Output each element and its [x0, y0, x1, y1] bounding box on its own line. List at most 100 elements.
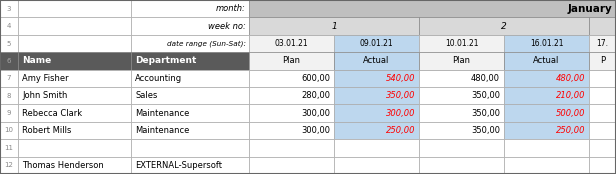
Bar: [0, 104, 18, 122]
Text: 540,00: 540,00: [386, 74, 415, 83]
Bar: [589, 17, 616, 35]
Bar: [249, 157, 334, 174]
Text: 17.: 17.: [596, 39, 609, 48]
Bar: [249, 122, 334, 139]
Bar: [18, 52, 131, 70]
Text: 250,00: 250,00: [386, 126, 415, 135]
Text: week no:: week no:: [208, 22, 246, 31]
Bar: [249, 0, 616, 17]
Bar: [419, 104, 504, 122]
Bar: [131, 87, 249, 104]
Bar: [504, 104, 589, 122]
Text: 280,00: 280,00: [301, 91, 330, 100]
Text: 210,00: 210,00: [556, 91, 585, 100]
Bar: [589, 157, 616, 174]
Bar: [131, 157, 249, 174]
Bar: [0, 52, 18, 70]
Text: 3: 3: [7, 6, 11, 12]
Text: Actual: Actual: [533, 56, 560, 65]
Text: Maintenance: Maintenance: [135, 126, 189, 135]
Bar: [419, 52, 504, 70]
Text: 8: 8: [7, 93, 11, 99]
Bar: [18, 17, 131, 35]
Bar: [504, 35, 589, 52]
Bar: [334, 157, 419, 174]
Text: 250,00: 250,00: [556, 126, 585, 135]
Text: 11: 11: [4, 145, 14, 151]
Text: Robert Mills: Robert Mills: [22, 126, 71, 135]
Bar: [131, 139, 249, 157]
Text: month:: month:: [216, 4, 246, 13]
Bar: [504, 157, 589, 174]
Bar: [334, 35, 419, 52]
Bar: [504, 70, 589, 87]
Bar: [334, 104, 419, 122]
Bar: [131, 70, 249, 87]
Bar: [589, 122, 616, 139]
Bar: [131, 35, 249, 52]
Text: 480,00: 480,00: [556, 74, 585, 83]
Bar: [419, 87, 504, 104]
Text: January: January: [567, 4, 612, 14]
Bar: [419, 17, 589, 35]
Text: 1: 1: [331, 22, 337, 31]
Text: date range (Sun-Sat):: date range (Sun-Sat):: [167, 40, 246, 47]
Bar: [589, 139, 616, 157]
Bar: [249, 139, 334, 157]
Bar: [419, 139, 504, 157]
Text: Plan: Plan: [283, 56, 301, 65]
Text: 6: 6: [7, 58, 11, 64]
Bar: [0, 157, 18, 174]
Text: 300,00: 300,00: [301, 109, 330, 118]
Text: 4: 4: [7, 23, 11, 29]
Bar: [334, 139, 419, 157]
Bar: [589, 70, 616, 87]
Bar: [18, 0, 131, 17]
Text: Thomas Henderson: Thomas Henderson: [22, 161, 103, 170]
Text: Actual: Actual: [363, 56, 390, 65]
Bar: [589, 35, 616, 52]
Text: Name: Name: [22, 56, 51, 65]
Text: 16.01.21: 16.01.21: [530, 39, 563, 48]
Bar: [504, 52, 589, 70]
Text: 7: 7: [7, 75, 11, 81]
Text: 300,00: 300,00: [301, 126, 330, 135]
Bar: [131, 104, 249, 122]
Bar: [0, 0, 18, 17]
Bar: [0, 122, 18, 139]
Bar: [18, 35, 131, 52]
Text: Plan: Plan: [453, 56, 471, 65]
Text: John Smith: John Smith: [22, 91, 67, 100]
Bar: [18, 104, 131, 122]
Bar: [249, 70, 334, 87]
Text: 12: 12: [4, 162, 14, 168]
Bar: [419, 157, 504, 174]
Bar: [504, 87, 589, 104]
Text: Amy Fisher: Amy Fisher: [22, 74, 68, 83]
Bar: [0, 70, 18, 87]
Bar: [18, 87, 131, 104]
Bar: [249, 17, 419, 35]
Text: Department: Department: [135, 56, 197, 65]
Bar: [18, 70, 131, 87]
Bar: [0, 17, 18, 35]
Text: 9: 9: [7, 110, 11, 116]
Bar: [18, 122, 131, 139]
Bar: [0, 35, 18, 52]
Text: 480,00: 480,00: [471, 74, 500, 83]
Text: Accounting: Accounting: [135, 74, 182, 83]
Text: Sales: Sales: [135, 91, 157, 100]
Bar: [419, 122, 504, 139]
Text: Maintenance: Maintenance: [135, 109, 189, 118]
Bar: [249, 87, 334, 104]
Bar: [504, 122, 589, 139]
Bar: [249, 104, 334, 122]
Text: P: P: [600, 56, 605, 65]
Text: 500,00: 500,00: [556, 109, 585, 118]
Bar: [0, 139, 18, 157]
Bar: [334, 122, 419, 139]
Text: 350,00: 350,00: [471, 109, 500, 118]
Bar: [419, 70, 504, 87]
Bar: [589, 52, 616, 70]
Bar: [589, 104, 616, 122]
